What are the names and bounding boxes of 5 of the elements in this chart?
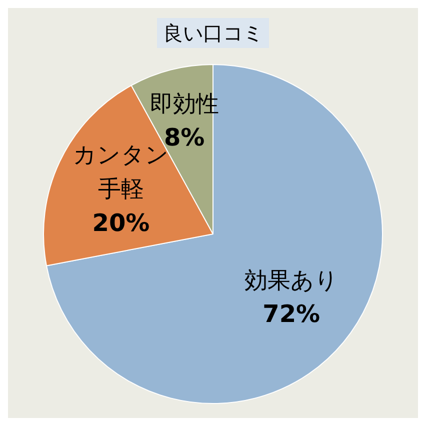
data-label: 20% [92, 208, 150, 237]
chart-title: 良い口コミ [157, 18, 269, 48]
data-label: 72% [262, 300, 320, 328]
data-label: 8% [164, 124, 205, 152]
slice-label: 効果あり [244, 268, 338, 294]
